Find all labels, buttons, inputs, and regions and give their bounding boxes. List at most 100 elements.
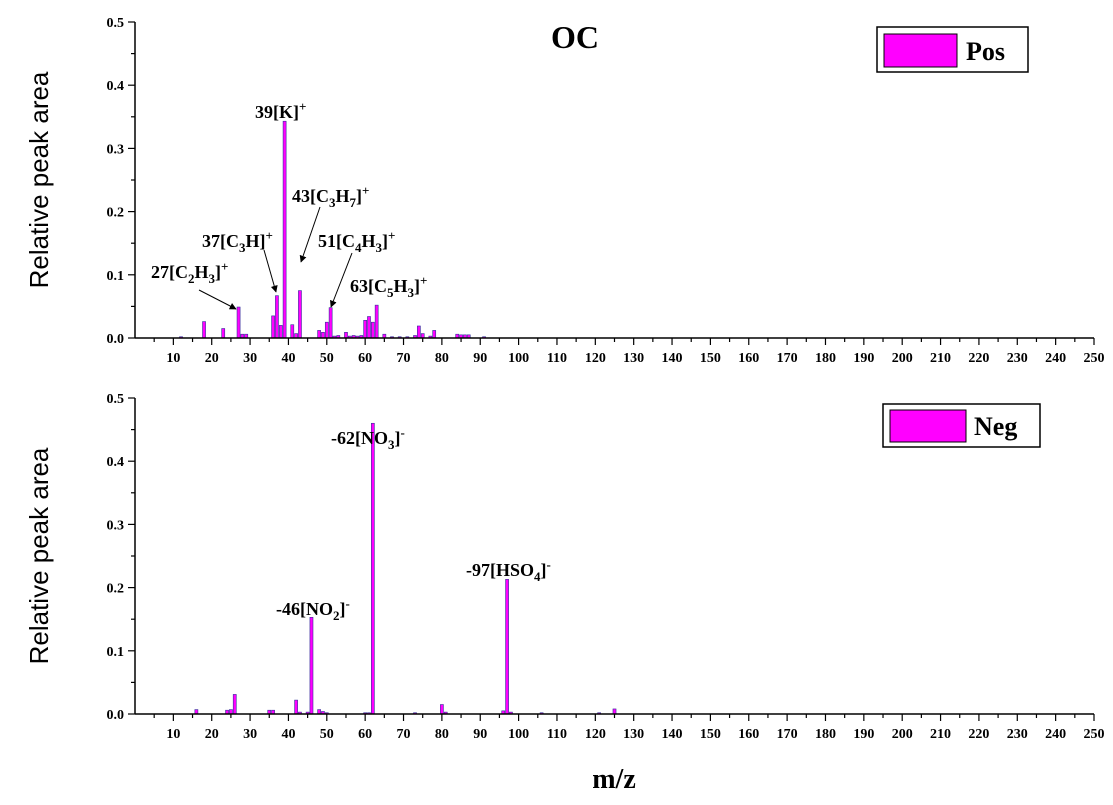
x-tick-label: 40 <box>281 351 295 366</box>
x-tick-label: 10 <box>166 351 180 366</box>
x-tick-label: 230 <box>1007 351 1028 366</box>
legend-label: Pos <box>966 37 1005 66</box>
x-tick-label: 20 <box>205 727 219 742</box>
y-tick-label: 0.4 <box>107 455 125 470</box>
bar-mz-80 <box>440 704 444 715</box>
legend-swatch <box>889 409 967 443</box>
x-tick-label: 190 <box>853 351 874 366</box>
x-tick-label: 60 <box>358 351 372 366</box>
bar-mz-50 <box>324 321 329 339</box>
x-tick-label: 140 <box>662 351 683 366</box>
y-tick-label: 0.5 <box>107 16 125 31</box>
annotation-37-c3h: 37[C3H]+ <box>202 228 273 255</box>
y-tick-label: 0.4 <box>107 79 125 94</box>
x-tick-label: 100 <box>508 351 529 366</box>
x-tick-label: 30 <box>243 351 257 366</box>
annotation-51-c4h3: 51[C4H3]+ <box>318 228 395 255</box>
x-tick-label: 240 <box>1045 351 1066 366</box>
x-tick-label: 190 <box>853 727 874 742</box>
x-tick-label: 100 <box>508 727 529 742</box>
x-tick-label: 170 <box>777 351 798 366</box>
bar-mz-74 <box>417 325 421 339</box>
bar-mz-63 <box>374 304 379 339</box>
x-tick-label: 110 <box>547 727 567 742</box>
annotation-27-c2h3: 27[C2H3]+ <box>151 259 228 286</box>
chart-title: OC <box>551 19 599 55</box>
x-tick-label: 90 <box>473 351 487 366</box>
x-tick-label: 10 <box>166 727 180 742</box>
bar-mz-62 <box>370 422 375 715</box>
bar-mz-78 <box>432 330 437 339</box>
x-tick-label: 210 <box>930 727 951 742</box>
x-axis-label: m/z <box>592 764 636 795</box>
x-tick-label: 120 <box>585 351 606 366</box>
bar-mz-48 <box>317 330 321 339</box>
bar-mz-55 <box>344 332 348 339</box>
annotation-97-hso4: -97[HSO4]- <box>466 557 551 584</box>
y-tick-label: 0.5 <box>107 392 125 407</box>
x-tick-label: 130 <box>623 727 644 742</box>
x-tick-label: 60 <box>358 727 372 742</box>
x-tick-label: 150 <box>700 351 721 366</box>
annotations-neg: -62[NO3]- -97[HSO4]- -46[NO2]- <box>276 425 551 623</box>
x-tick-label: 220 <box>968 351 989 366</box>
bar-mz-27 <box>236 306 241 339</box>
x-tick-label: 180 <box>815 351 836 366</box>
bar-mz-39 <box>282 120 287 339</box>
positive-spectrum-panel: OC Relative peak area 0.0 0.1 0.2 0.3 0.4 0.5… <box>24 16 1105 366</box>
bar-mz-49 <box>321 332 325 339</box>
x-tick-label: 130 <box>623 351 644 366</box>
bar-mz-41 <box>290 324 295 339</box>
x-tick-label: 240 <box>1045 727 1066 742</box>
annotation-39-k: 39[K]+ <box>255 99 306 122</box>
bar-mz-18 <box>202 321 206 339</box>
y-tick-label: 0.3 <box>107 142 125 157</box>
annotation-arrow-27 <box>198 289 237 310</box>
x-tick-label: 70 <box>397 351 411 366</box>
y-tick-label: 0.3 <box>107 518 125 533</box>
annotation-arrow-43 <box>299 206 321 263</box>
axes-pos: 0.0 0.1 0.2 0.3 0.4 0.5 10 20 30 40 50 60 70 80 90 100 1… <box>107 16 1105 366</box>
negative-spectrum-panel: Relative peak area m/z 0.00.10.20.30.40.… <box>24 392 1105 795</box>
bar-mz-43 <box>298 290 302 339</box>
bar-mz-46 <box>309 616 314 715</box>
x-tick-label: 140 <box>662 727 683 742</box>
bar-mz-51 <box>328 307 333 339</box>
y-tick-label: 0.2 <box>107 206 125 221</box>
bar-mz-62 <box>370 321 375 339</box>
x-tick-label: 200 <box>892 727 913 742</box>
x-tick-label: 250 <box>1084 351 1105 366</box>
bar-mz-37 <box>275 295 279 339</box>
x-tick-label: 40 <box>281 727 295 742</box>
x-tick-label: 160 <box>738 727 759 742</box>
x-tick-label: 210 <box>930 351 951 366</box>
annotation-62-no3: -62[NO3]- <box>331 425 405 452</box>
x-tick-label: 200 <box>892 351 913 366</box>
x-tick-label: 20 <box>205 351 219 366</box>
annotation-arrow-37 <box>263 249 278 293</box>
x-tick-label: 160 <box>738 351 759 366</box>
x-tick-label: 90 <box>473 727 487 742</box>
x-tick-label: 180 <box>815 727 836 742</box>
bar-mz-125 <box>612 708 617 715</box>
x-tick-label: 120 <box>585 727 606 742</box>
y-tick-label: 0.0 <box>107 332 125 347</box>
bar-series-neg <box>194 422 617 715</box>
y-tick-label: 0.0 <box>107 708 125 723</box>
legend-swatch <box>883 33 958 68</box>
annotation-63-c5h3: 63[C5H3]+ <box>350 273 427 300</box>
bar-mz-97 <box>505 579 509 715</box>
x-tick-label: 110 <box>547 351 567 366</box>
x-tick-label: 80 <box>435 727 449 742</box>
annotation-46-no2: -46[NO2]- <box>276 596 350 623</box>
x-tick-label: 230 <box>1007 727 1028 742</box>
annotation-43-c3h7: 43[C3H7]+ <box>292 183 369 210</box>
bar-mz-26 <box>232 694 237 715</box>
annotation-arrow-51 <box>330 252 353 308</box>
y-axis-label: Relative peak area <box>24 447 54 664</box>
axes-neg: 0.0 0.1 0.2 0.3 0.4 0.5 10 20 30 40 50 60 70 80 90 100 1… <box>107 392 1105 742</box>
x-tick-label: 50 <box>320 727 334 742</box>
x-tick-label: 170 <box>777 727 798 742</box>
bar-mz-42 <box>294 699 298 715</box>
